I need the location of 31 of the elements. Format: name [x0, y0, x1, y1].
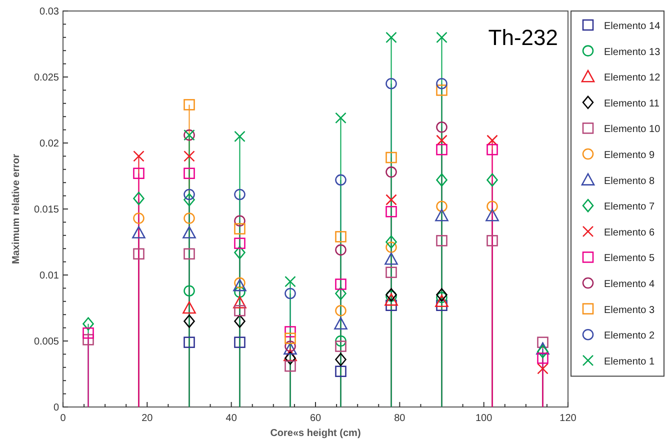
y-tick-label: 0.015: [34, 204, 60, 216]
legend-label: Elemento 10: [604, 124, 661, 136]
legend-label: Elemento 11: [604, 98, 660, 110]
y-tick-label: 0.03: [40, 6, 60, 18]
x-tick-label: 40: [226, 413, 238, 424]
legend-label: Elemento 6: [604, 227, 656, 238]
y-axis-title: Maximum relative error: [11, 154, 22, 264]
y-tick-label: 0: [53, 402, 60, 414]
legend-label: Elemento 13: [604, 46, 661, 58]
text: Th-232: [488, 25, 558, 50]
legend-label: Elemento 14: [604, 21, 661, 32]
x-axis-title: Core«s height (cm): [270, 428, 361, 439]
legend-label: Elemento 5: [604, 253, 656, 264]
x-tick-label: 80: [394, 413, 406, 424]
legend-label: Elemento 7: [604, 202, 656, 213]
x-tick-label: 20: [142, 413, 154, 424]
legend-label: Elemento 8: [604, 176, 656, 187]
legend-label: Elemento 3: [604, 304, 656, 316]
legend-label: Elemento 9: [604, 150, 656, 161]
y-tick-label: 0.01: [40, 270, 60, 282]
y-tick-label: 0.02: [40, 138, 60, 150]
legend-label: Elemento 1: [604, 356, 656, 368]
y-tick-label: 0.025: [34, 72, 60, 84]
x-tick-label: 100: [475, 413, 493, 424]
legend-label: Elemento 2: [604, 330, 656, 342]
x-tick-label: 120: [560, 413, 577, 424]
y-tick-label: 0.005: [34, 336, 60, 348]
legend-label: Elemento 12: [604, 72, 661, 84]
x-tick-label: 0: [60, 413, 66, 424]
legend-label: Elemento 4: [604, 279, 656, 290]
x-tick-label: 60: [310, 413, 322, 424]
